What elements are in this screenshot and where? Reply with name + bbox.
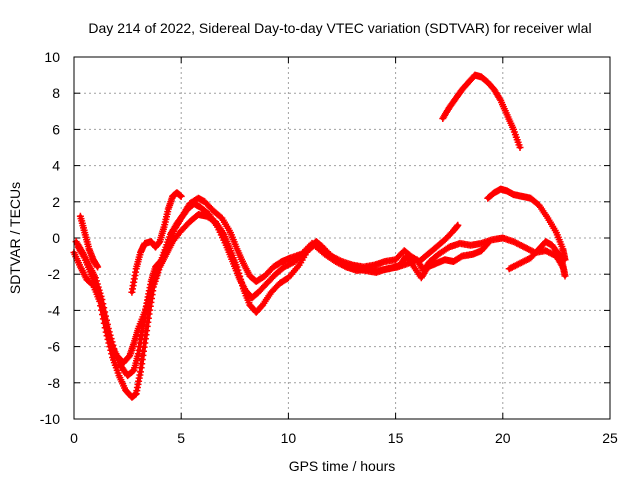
data-point (97, 299, 105, 307)
plot-frame (73, 56, 611, 420)
data-point (141, 308, 149, 316)
data-point (561, 272, 569, 280)
data-point (80, 252, 88, 260)
x-axis-label: GPS time / hours (289, 458, 396, 474)
data-point (99, 306, 107, 314)
x-tick-label: 20 (495, 430, 511, 446)
data-point (106, 335, 113, 343)
data-point (142, 305, 150, 313)
data-point (95, 288, 102, 296)
grid (74, 57, 610, 419)
x-tick-label: 25 (602, 430, 618, 446)
data-point (145, 293, 153, 301)
y-tick-label: 6 (52, 121, 60, 137)
series-arc-7 (484, 185, 569, 264)
data-point (519, 242, 527, 250)
data-point (454, 221, 462, 229)
data-point (144, 296, 152, 304)
data-point (103, 322, 111, 330)
data-point (98, 303, 106, 311)
series-arc-8 (505, 238, 569, 280)
data-point (146, 290, 154, 298)
data-point (144, 299, 151, 307)
y-tick-label: 2 (52, 194, 60, 210)
x-tick-label: 5 (177, 430, 185, 446)
series-arc-5 (128, 189, 185, 296)
y-tick-label: 4 (52, 158, 60, 174)
data-point (95, 292, 103, 300)
x-tick-label: 10 (281, 430, 297, 446)
y-axis-label: SDTVAR / TECUs (7, 182, 23, 294)
series-arc-6 (439, 71, 524, 151)
x-tick-label: 0 (70, 430, 78, 446)
series-arc-4 (76, 212, 102, 271)
data-point (129, 367, 137, 375)
y-tick-label: 10 (44, 49, 60, 65)
data-point (104, 327, 112, 335)
data-point (100, 310, 108, 318)
data-series (70, 71, 569, 401)
data-point (177, 192, 185, 200)
y-tick-label: 0 (52, 230, 60, 246)
data-point (94, 263, 102, 271)
data-point (96, 296, 104, 303)
y-tick-label: -4 (48, 302, 61, 318)
y-tick-label: 8 (52, 85, 60, 101)
data-point (94, 285, 102, 293)
data-point (102, 318, 110, 326)
data-point (299, 249, 307, 257)
data-point (483, 241, 491, 248)
x-tick-label: 15 (388, 430, 404, 446)
data-point (516, 144, 524, 151)
data-point (105, 331, 113, 339)
y-tick-label: -10 (40, 411, 60, 427)
data-point (143, 302, 151, 310)
data-point (101, 314, 109, 322)
y-tick-label: -2 (48, 266, 61, 282)
y-tick-label: -8 (48, 375, 61, 391)
series-arc-3 (74, 194, 462, 367)
data-point (484, 239, 492, 247)
data-point (508, 263, 516, 271)
y-tick-label: -6 (48, 339, 61, 355)
chart-title: Day 214 of 2022, Sidereal Day-to-day VTE… (88, 20, 591, 36)
data-point (329, 253, 337, 261)
data-point (496, 95, 504, 103)
